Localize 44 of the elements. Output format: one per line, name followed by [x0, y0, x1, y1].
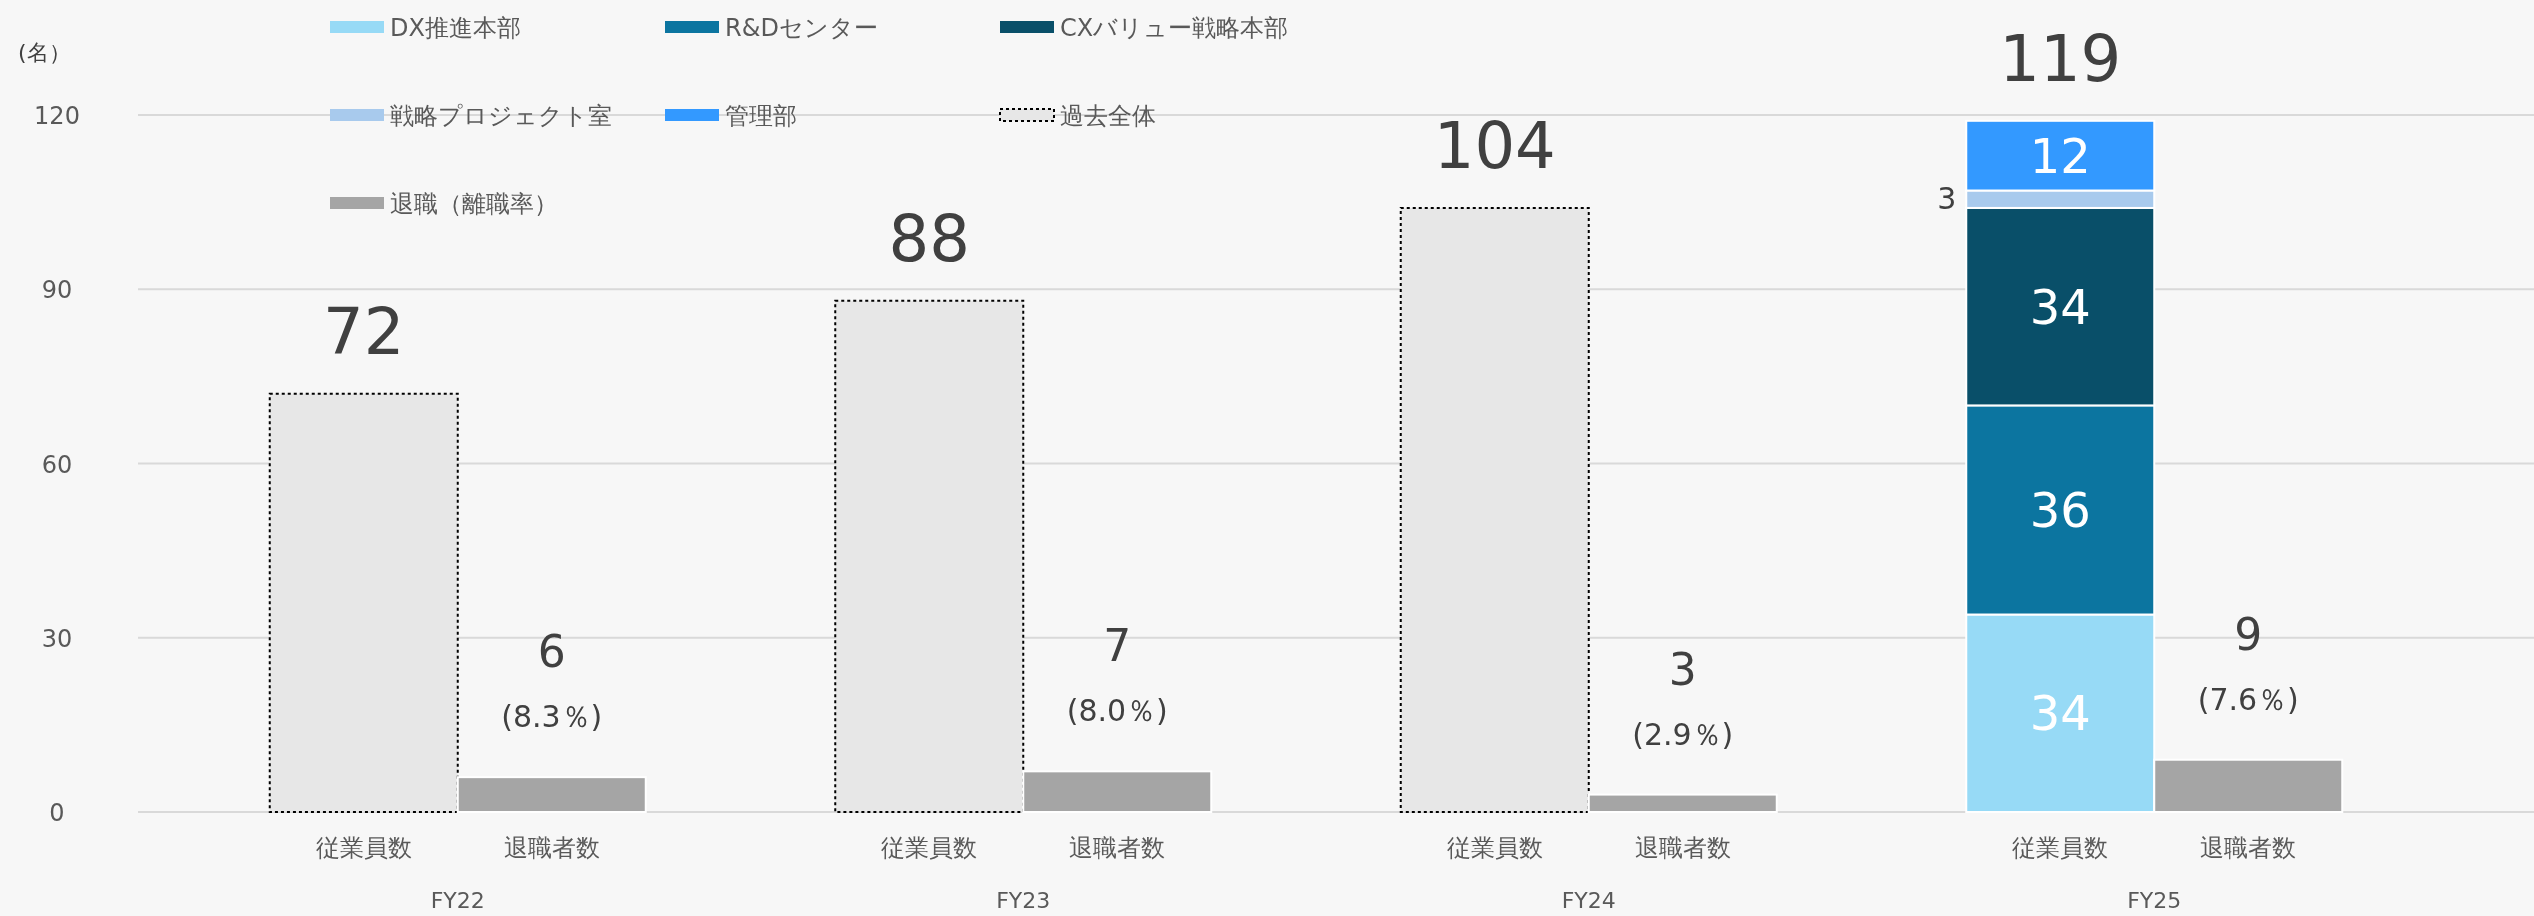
data-label: 12	[2029, 127, 2091, 184]
x-tick-label: 従業員数	[2012, 834, 2109, 862]
data-label: 34	[2029, 685, 2091, 742]
bar	[268, 392, 459, 813]
legend-label: 戦略プロジェクト室	[390, 102, 612, 130]
bar	[1587, 793, 1778, 813]
legend-label: R&Dセンター	[725, 14, 878, 42]
total-label: 72	[323, 294, 405, 369]
total-label: 88	[888, 201, 970, 276]
legend-label: DX推進本部	[390, 14, 521, 42]
x-tick-label: 従業員数	[315, 834, 412, 862]
x-tick-label: 従業員数	[1446, 834, 1543, 862]
data-label: 34	[2029, 278, 2091, 335]
total-label: 119	[1999, 21, 2122, 96]
x-tick-label: 退職者数	[1634, 834, 1731, 862]
data-label: 3 (2.9％)	[1632, 643, 1734, 752]
data-label: 9 (7.6％)	[2197, 608, 2299, 717]
text: FY22	[430, 888, 485, 913]
data-label: 36	[2029, 481, 2091, 538]
total-label: 104	[1433, 108, 1556, 183]
bar	[456, 776, 647, 813]
data-label: 3	[1937, 181, 1957, 217]
y-tick-label: 60	[41, 450, 73, 479]
text: FY23	[996, 888, 1051, 913]
legend-label: 退職（離職率）	[390, 190, 558, 218]
x-tick-label: 退職者数	[1069, 834, 1166, 862]
legend-label: 管理部	[725, 102, 797, 130]
legend-label: CXバリュー戦略本部	[1060, 14, 1289, 42]
x-tick-label: 退職者数	[503, 834, 600, 862]
y-tick-label: 30	[41, 624, 73, 653]
data-label: 6 (8.3％)	[501, 626, 603, 735]
y-tick-label: 0	[49, 799, 65, 827]
text: FY25	[2127, 888, 2182, 913]
legend-label: 過去全体	[1060, 102, 1156, 130]
bar	[1399, 206, 1590, 813]
y-tick-label: 120	[34, 102, 80, 130]
bar	[834, 299, 1025, 813]
x-tick-label: 退職者数	[2200, 834, 2297, 862]
data-label: 7 (8.0％)	[1066, 620, 1168, 729]
text: FY24	[1561, 888, 1616, 913]
y-tick-label: 90	[41, 276, 73, 305]
y-axis-title: (名）	[18, 40, 71, 65]
bar	[1022, 770, 1213, 813]
x-tick-label: 従業員数	[881, 834, 978, 862]
